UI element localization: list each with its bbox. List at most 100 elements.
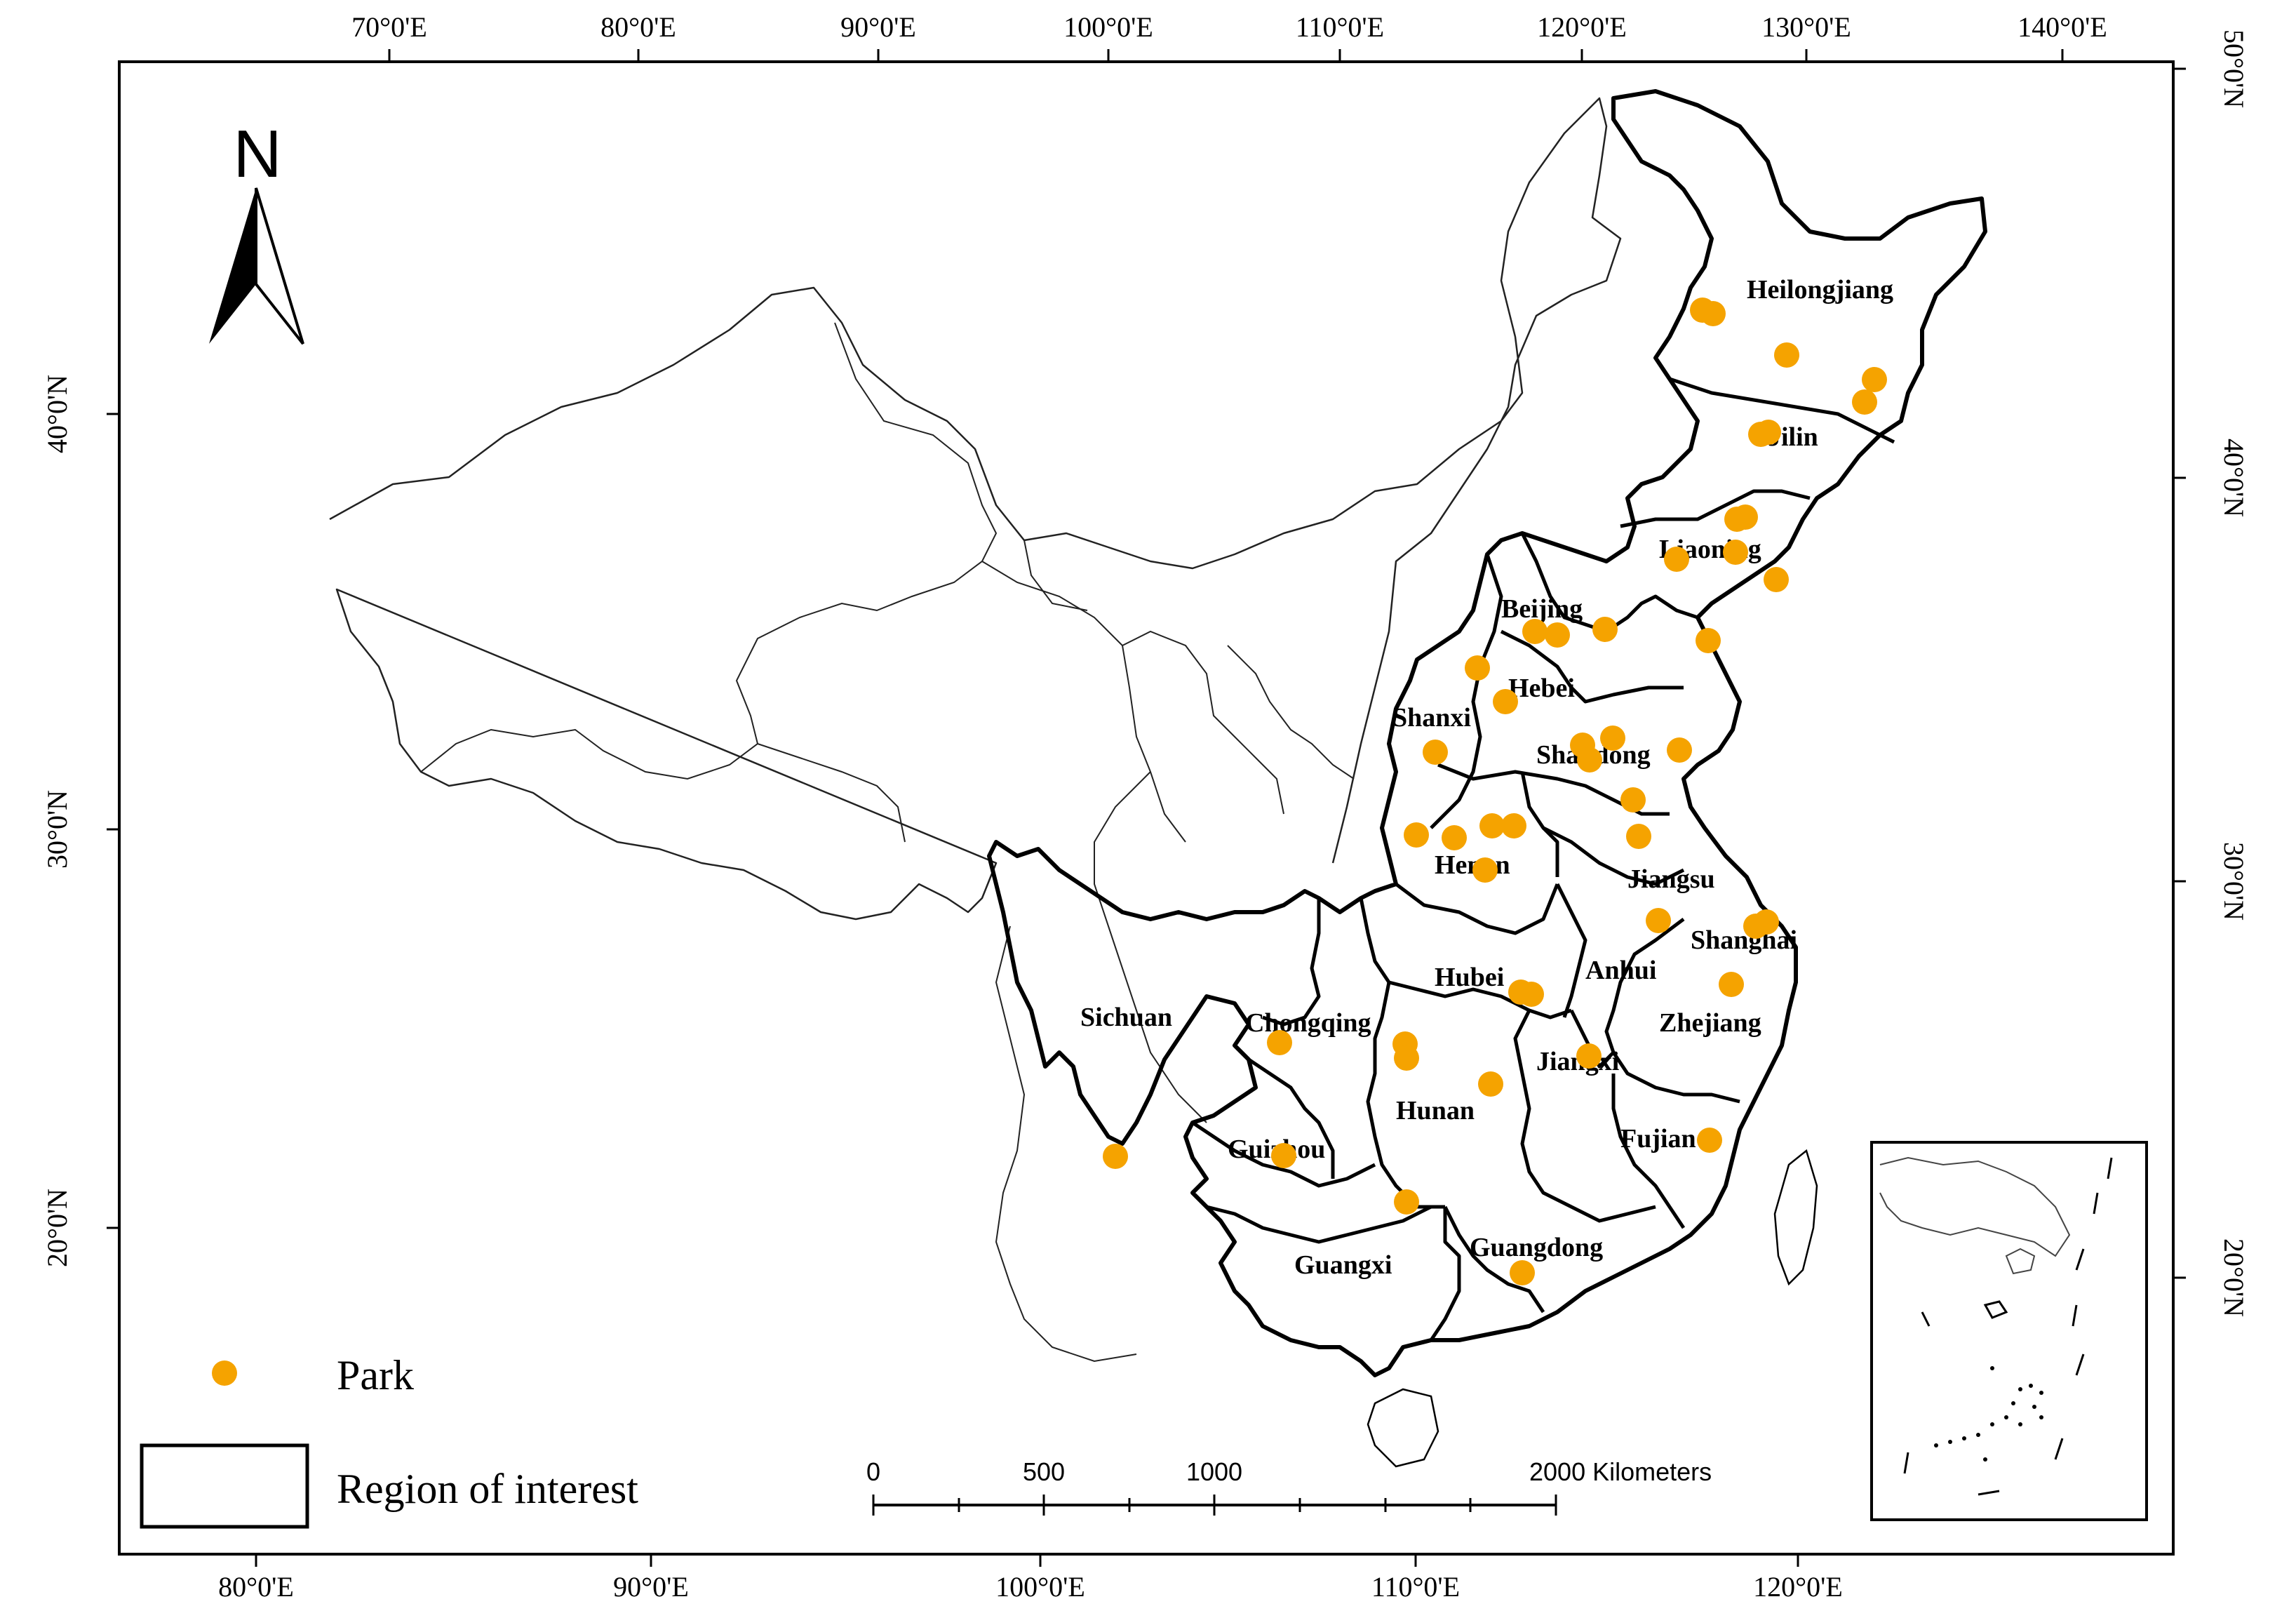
park-point bbox=[1394, 1045, 1419, 1071]
region-province-boundaries bbox=[1191, 377, 1895, 1342]
park-point bbox=[1852, 389, 1877, 415]
north-arrow-right-half bbox=[255, 187, 304, 345]
park-point bbox=[1545, 622, 1570, 648]
tick-left-40n: 40°0'N bbox=[41, 375, 73, 453]
label-guangxi: Guangxi bbox=[1294, 1250, 1392, 1280]
label-jiangsu: Jiangsu bbox=[1627, 864, 1715, 894]
label-heilongjiang: Heilongjiang bbox=[1747, 275, 1893, 305]
tick-left-30n: 30°0'N bbox=[41, 790, 73, 869]
scale-label-1000: 1000 bbox=[1186, 1457, 1242, 1486]
park-point bbox=[1271, 1143, 1296, 1168]
tick-top-140e: 140°0'E bbox=[2018, 11, 2107, 43]
park-point bbox=[1519, 982, 1544, 1007]
park-point bbox=[1723, 540, 1748, 565]
scale-label-500: 500 bbox=[1023, 1457, 1065, 1486]
china-outline bbox=[329, 97, 1622, 921]
park-point bbox=[1719, 972, 1744, 997]
park-point bbox=[1646, 908, 1671, 933]
tick-bottom-100e: 100°0'E bbox=[995, 1571, 1085, 1603]
park-point bbox=[1472, 857, 1498, 883]
tick-bottom-110e: 110°0'E bbox=[1371, 1571, 1460, 1603]
label-anhui: Anhui bbox=[1585, 956, 1656, 985]
label-hebei: Hebei bbox=[1508, 674, 1575, 703]
top-longitude-ticks: 70°0'E 80°0'E 90°0'E 100°0'E 110°0'E 120… bbox=[351, 11, 2107, 62]
park-point bbox=[1493, 689, 1518, 714]
south-china-sea-inset bbox=[1870, 1141, 2148, 1521]
park-point bbox=[1442, 825, 1467, 850]
scale-label-2000: 2000 Kilometers bbox=[1529, 1457, 1712, 1486]
map-frame bbox=[118, 60, 2175, 1556]
park-point bbox=[1478, 1071, 1503, 1097]
park-point bbox=[1267, 1030, 1292, 1055]
legend-park-label: Park bbox=[337, 1352, 414, 1398]
park-point bbox=[1576, 1043, 1602, 1069]
park-point bbox=[1592, 617, 1618, 642]
tick-top-90e: 90°0'E bbox=[840, 11, 916, 43]
park-points bbox=[1103, 297, 1887, 1285]
label-henan: Henan bbox=[1435, 850, 1510, 880]
tick-right-30n: 30°0'N bbox=[2218, 842, 2250, 921]
label-zhejiang: Zhejiang bbox=[1659, 1008, 1761, 1038]
right-latitude-ticks: 50°0'N 40°0'N 30°0'N 20°0'N bbox=[2173, 29, 2250, 1317]
park-point bbox=[1510, 1260, 1535, 1285]
legend: Park Region of interest bbox=[140, 1352, 638, 1529]
park-point bbox=[1465, 655, 1490, 681]
park-point bbox=[1577, 747, 1602, 773]
park-point bbox=[1733, 504, 1758, 530]
label-chongqing: Chongqing bbox=[1245, 1008, 1371, 1038]
scale-bar: 0 500 1000 2000 Kilometers bbox=[866, 1457, 1712, 1516]
park-point bbox=[1667, 737, 1692, 763]
tick-top-80e: 80°0'E bbox=[600, 11, 676, 43]
label-sichuan: Sichuan bbox=[1080, 1003, 1172, 1032]
park-point bbox=[1754, 909, 1779, 935]
north-arrow-left-half bbox=[209, 188, 256, 344]
hainan-island bbox=[1367, 1388, 1439, 1468]
north-label: N bbox=[233, 116, 281, 192]
legend-region-label: Region of interest bbox=[337, 1466, 638, 1512]
tick-bottom-120e: 120°0'E bbox=[1753, 1571, 1843, 1603]
tick-bottom-80e: 80°0'E bbox=[218, 1571, 294, 1603]
tick-bottom-90e: 90°0'E bbox=[613, 1571, 689, 1603]
label-guangdong: Guangdong bbox=[1470, 1233, 1603, 1262]
park-point bbox=[1774, 342, 1799, 368]
legend-region-symbol bbox=[140, 1443, 309, 1529]
park-point bbox=[1764, 567, 1789, 592]
north-arrow: N bbox=[209, 116, 304, 345]
park-point bbox=[1748, 422, 1773, 447]
region-of-interest-outline bbox=[987, 89, 1987, 1377]
scale-label-0: 0 bbox=[866, 1457, 880, 1486]
tick-right-50n: 50°0'N bbox=[2218, 29, 2250, 108]
western-province-lines bbox=[420, 322, 1355, 1363]
tick-left-20n: 20°0'N bbox=[41, 1189, 73, 1267]
label-shanxi: Shanxi bbox=[1392, 703, 1471, 733]
left-latitude-ticks: 40°0'N 30°0'N 20°0'N bbox=[41, 375, 119, 1267]
park-point bbox=[1394, 1189, 1419, 1215]
park-point bbox=[1103, 1144, 1128, 1169]
park-point bbox=[1696, 628, 1721, 653]
park-point bbox=[1862, 367, 1887, 392]
park-point bbox=[1620, 787, 1646, 813]
label-fujian: Fujian bbox=[1620, 1124, 1696, 1154]
park-point bbox=[1423, 740, 1448, 765]
tick-top-130e: 130°0'E bbox=[1761, 11, 1851, 43]
label-hunan: Hunan bbox=[1396, 1096, 1475, 1125]
park-point bbox=[1404, 822, 1429, 848]
park-point bbox=[1501, 813, 1526, 838]
tick-top-100e: 100°0'E bbox=[1063, 11, 1153, 43]
park-point bbox=[1600, 726, 1625, 751]
park-point bbox=[1664, 547, 1689, 572]
tick-top-110e: 110°0'E bbox=[1296, 11, 1384, 43]
park-point bbox=[1479, 813, 1505, 838]
tick-top-120e: 120°0'E bbox=[1537, 11, 1627, 43]
bottom-longitude-ticks: 80°0'E 90°0'E 100°0'E 110°0'E 120°0'E bbox=[218, 1554, 1843, 1603]
tick-right-20n: 20°0'N bbox=[2218, 1238, 2250, 1317]
park-point bbox=[1626, 824, 1651, 849]
label-hubei: Hubei bbox=[1435, 963, 1504, 992]
tick-top-70e: 70°0'E bbox=[351, 11, 427, 43]
taiwan-island bbox=[1773, 1149, 1818, 1286]
park-point bbox=[1522, 619, 1548, 644]
label-beijing: Beijing bbox=[1501, 594, 1583, 624]
tick-right-40n: 40°0'N bbox=[2218, 439, 2250, 517]
park-point bbox=[1700, 301, 1726, 326]
